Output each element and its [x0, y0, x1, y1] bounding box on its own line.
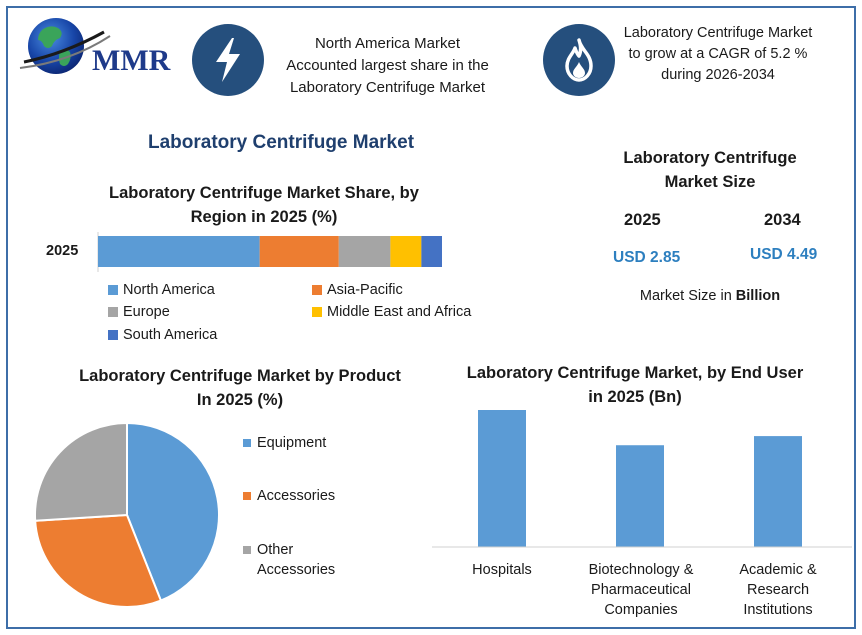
highlight-text-2: Laboratory Centrifuge Market to grow at … — [612, 23, 824, 86]
legend-swatch — [108, 307, 118, 317]
region-stacked-bar — [97, 232, 442, 272]
value-2034: USD 4.49 — [750, 246, 818, 263]
unit-bold: Billion — [735, 288, 781, 304]
highlight-icon-circle-2 — [543, 24, 615, 96]
legend-item-south-america: South America — [108, 327, 217, 343]
infographic-frame — [6, 6, 856, 629]
legend-swatch — [108, 285, 118, 295]
pie-slice — [126, 421, 220, 602]
legend-swatch — [243, 492, 251, 500]
pie-slice — [34, 513, 163, 608]
legend-label: Other — [257, 542, 294, 558]
end-user-bar — [478, 410, 526, 547]
region-bar-segment — [98, 236, 260, 267]
flame-icon — [565, 38, 593, 82]
highlight-text-1: North America Market Accounted largest s… — [265, 33, 510, 99]
unit-prefix: Market Size in — [639, 288, 736, 304]
x-tick-line: Hospitals — [472, 562, 532, 578]
legend-label: Asia-Pacific — [327, 282, 403, 298]
region-bar-segment — [421, 236, 442, 267]
legend-item-equipment: Equipment — [243, 433, 326, 453]
x-tick-line: Pharmaceutical — [591, 582, 691, 598]
x-tick-line: Institutions — [743, 602, 813, 618]
legend-swatch — [312, 307, 322, 317]
logo-text: MMR — [92, 44, 171, 77]
legend-item-accessories: Accessories — [243, 486, 335, 506]
lightning-bolt-icon — [216, 38, 240, 82]
x-tick-label: Academic & Research Institutions — [718, 560, 838, 620]
product-title-line: Laboratory Centrifuge Market by Product — [79, 367, 401, 385]
product-chart-title: Laboratory Centrifuge Market by Product … — [60, 364, 420, 412]
highlight-1-line: North America Market — [314, 35, 461, 52]
end-user-bar-chart — [432, 410, 852, 548]
year-2025: 2025 — [624, 211, 661, 229]
region-chart-title: Laboratory Centrifuge Market Share, by R… — [84, 181, 444, 229]
legend-label: Middle East and Africa — [327, 304, 472, 320]
legend-swatch — [108, 330, 118, 340]
legend-swatch — [312, 285, 322, 295]
legend-item-north-america: North America — [108, 282, 215, 298]
highlight-2-line: Laboratory Centrifuge Market — [623, 25, 813, 41]
legend-label: Europe — [123, 304, 170, 320]
product-title-line: In 2025 (%) — [196, 391, 284, 409]
x-tick-line: Companies — [604, 602, 678, 618]
region-title-line: Laboratory Centrifuge Market Share, by — [109, 184, 419, 202]
main-title: Laboratory Centrifuge Market — [147, 132, 415, 153]
pie-slice — [34, 421, 128, 522]
end-user-chart-title: Laboratory Centrifuge Market, by End Use… — [450, 361, 820, 409]
market-size-title-line: Market Size — [664, 173, 756, 191]
x-tick-line: Research — [746, 582, 810, 598]
region-bar-segment — [338, 236, 391, 267]
value-2025: USD 2.85 — [613, 249, 681, 266]
legend-label-lines: Other Accessories — [257, 540, 335, 580]
legend-swatch — [243, 546, 251, 554]
legend-item-europe: Europe — [108, 304, 170, 320]
region-category-label: 2025 — [46, 243, 79, 259]
region-bar-segment — [390, 236, 422, 267]
x-tick-line: Academic & — [739, 562, 817, 578]
end-user-bar — [754, 436, 802, 547]
legend-label: South America — [123, 327, 218, 343]
year-2034: 2034 — [764, 211, 801, 229]
x-tick-label: Hospitals — [452, 560, 552, 580]
end-user-title-line: in 2025 (Bn) — [588, 388, 682, 406]
market-size-title: Laboratory Centrifuge Market Size — [600, 146, 820, 194]
region-bar-segment — [259, 236, 339, 267]
legend-item-other-accessories: Other Accessories — [243, 540, 335, 580]
x-tick-line: Biotechnology & — [588, 562, 694, 578]
highlight-2-line: to grow at a CAGR of 5.2 % — [628, 46, 808, 62]
highlight-2-line: during 2026-2034 — [661, 67, 775, 83]
legend-item-asia-pacific: Asia-Pacific — [312, 282, 403, 298]
region-title-line: Region in 2025 (%) — [190, 208, 338, 226]
end-user-title-line: Laboratory Centrifuge Market, by End Use… — [466, 364, 804, 382]
end-user-bar — [616, 445, 664, 547]
legend-swatch — [243, 439, 251, 447]
x-tick-label: Biotechnology & Pharmaceutical Companies — [576, 560, 706, 620]
legend-item-middle-east-africa: Middle East and Africa — [312, 304, 471, 320]
highlight-icon-circle-1 — [192, 24, 264, 96]
market-size-title-line: Laboratory Centrifuge — [623, 149, 797, 167]
market-size-unit: Market Size in Billion — [600, 288, 820, 304]
highlight-1-line: Laboratory Centrifuge Market — [289, 79, 486, 96]
legend-label: North America — [123, 282, 215, 298]
product-pie-chart — [34, 421, 220, 608]
legend-label: Equipment — [257, 435, 327, 451]
mmr-logo: MMR — [14, 12, 184, 82]
highlight-1-line: Accounted largest share in the — [286, 57, 489, 74]
legend-label: Accessories — [257, 562, 336, 578]
legend-label: Accessories — [257, 488, 336, 504]
